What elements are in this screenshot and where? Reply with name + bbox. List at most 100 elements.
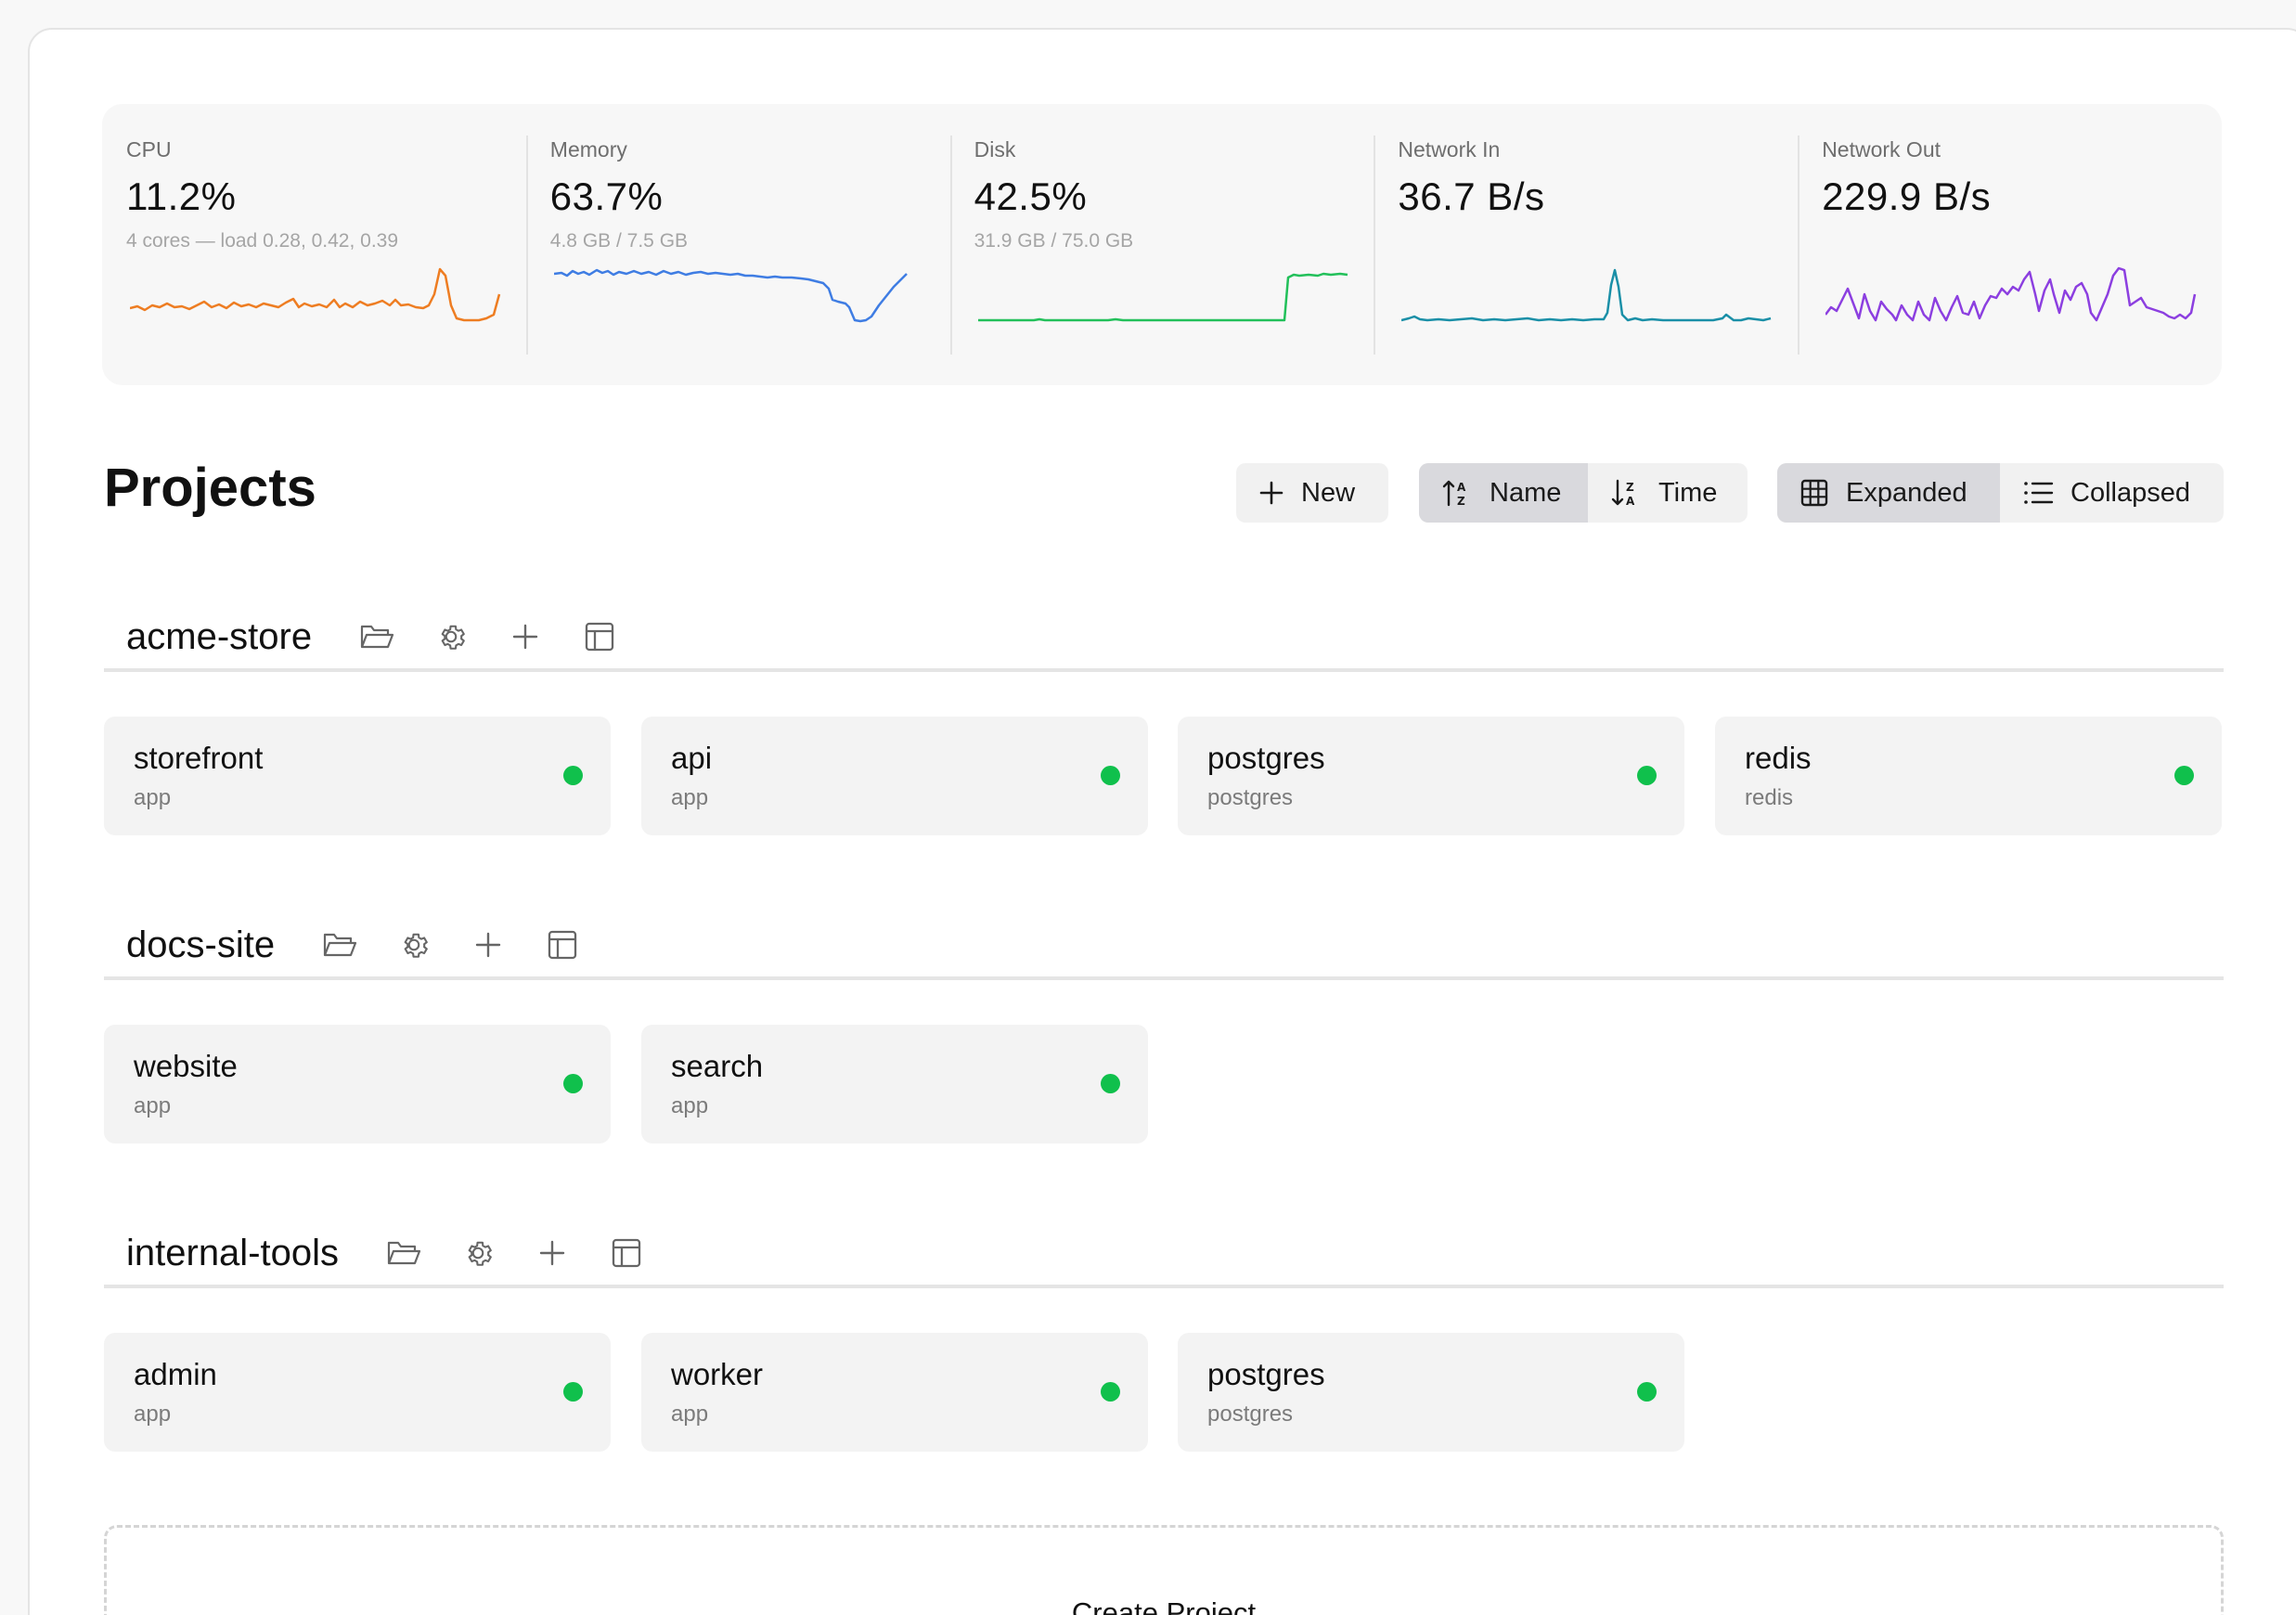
layout-icon[interactable] (525, 923, 600, 967)
service-card[interactable]: postgres postgres (1178, 1333, 1684, 1452)
grid-icon (1799, 478, 1829, 508)
create-project-label: Create Project (1071, 1596, 1257, 1615)
view-expanded-button[interactable]: Expanded (1777, 463, 2000, 523)
svg-text:A: A (1457, 481, 1466, 494)
metric-subtext: 4.8 GB / 7.5 GB (549, 230, 689, 252)
folder-open-icon[interactable] (303, 923, 377, 967)
network-out-sparkline (1825, 266, 2197, 322)
view-collapsed-label: Collapsed (2070, 477, 2190, 508)
project-group-header: docs-site (104, 913, 2224, 980)
sort-descending-za-icon: Z A (1610, 477, 1642, 509)
status-dot (1637, 1382, 1657, 1402)
status-dot (1101, 1074, 1120, 1093)
service-type: app (134, 785, 172, 810)
cpu-sparkline (130, 267, 501, 322)
service-card[interactable]: website app (104, 1025, 611, 1143)
status-dot (1101, 1382, 1120, 1402)
create-project-dropzone[interactable]: Create Project (104, 1525, 2224, 1615)
metric-value: 42.5% (974, 174, 1088, 218)
metric-label: Network In (1398, 137, 1501, 162)
service-card[interactable]: worker app (641, 1333, 1148, 1452)
service-type: app (134, 1093, 172, 1118)
service-type: postgres (1207, 785, 1294, 810)
metric-memory: Memory 63.7% 4.8 GB / 7.5 GB (525, 104, 950, 385)
metric-value: 11.2% (126, 174, 237, 218)
svg-text:A: A (1626, 495, 1635, 508)
service-card[interactable]: postgres postgres (1178, 717, 1684, 835)
service-name: storefront (134, 741, 264, 775)
service-name: admin (134, 1357, 217, 1391)
service-type: redis (1745, 785, 1794, 810)
status-dot (2174, 766, 2194, 785)
layout-icon[interactable] (562, 614, 637, 659)
system-metrics: CPU 11.2% 4 cores — load 0.28, 0.42, 0.3… (102, 104, 2222, 385)
service-name: api (671, 741, 713, 775)
service-type: app (671, 785, 709, 810)
sort-by-name-button[interactable]: A Z Name (1419, 463, 1588, 523)
metric-subtext (1822, 231, 2222, 251)
list-icon (2022, 478, 2054, 508)
metric-value: 36.7 B/s (1398, 174, 1545, 218)
service-type: app (134, 1402, 172, 1427)
status-dot (563, 1382, 583, 1402)
service-name: postgres (1207, 1357, 1325, 1391)
metric-label: CPU (126, 137, 172, 162)
status-dot (563, 766, 583, 785)
view-expanded-label: Expanded (1846, 477, 1967, 508)
sort-time-label: Time (1658, 477, 1718, 508)
folder-open-icon[interactable] (340, 614, 414, 659)
service-card[interactable]: api app (641, 717, 1148, 835)
gear-icon[interactable] (377, 923, 451, 967)
status-dot (1101, 766, 1120, 785)
metric-network-in: Network In 36.7 B/s (1374, 104, 1798, 385)
metric-label: Disk (974, 137, 1016, 162)
view-collapsed-button[interactable]: Collapsed (2000, 463, 2224, 523)
service-name: worker (671, 1357, 764, 1391)
new-button-label: New (1301, 477, 1356, 508)
metric-subtext: 4 cores — load 0.28, 0.42, 0.39 (126, 230, 399, 252)
sort-ascending-az-icon: A Z (1441, 477, 1473, 509)
service-name: search (671, 1049, 764, 1083)
status-dot (1637, 766, 1657, 785)
plus-icon[interactable] (451, 923, 525, 967)
service-name: website (134, 1049, 238, 1083)
metric-subtext: 31.9 GB / 75.0 GB (974, 230, 1134, 252)
view-toggle: Expanded Collapsed (1777, 463, 2224, 523)
gear-icon[interactable] (441, 1231, 515, 1275)
new-project-button[interactable]: New (1236, 463, 1388, 523)
svg-text:Z: Z (1457, 495, 1465, 508)
service-card[interactable]: redis redis (1715, 717, 2222, 835)
gear-icon[interactable] (414, 614, 488, 659)
service-name: redis (1745, 741, 1812, 775)
metric-value: 63.7% (549, 174, 664, 218)
plus-icon[interactable] (515, 1231, 589, 1275)
service-card[interactable]: search app (641, 1025, 1148, 1143)
plus-icon (1258, 480, 1284, 506)
status-dot (563, 1074, 583, 1093)
network-in-sparkline (1401, 268, 1772, 322)
service-type: app (671, 1093, 709, 1118)
page-title: Projects (104, 458, 316, 518)
sort-name-label: Name (1490, 477, 1562, 508)
metric-subtext (1398, 231, 1798, 251)
sort-toggle: A Z Name Z A Time (1419, 463, 1748, 523)
memory-sparkline (553, 268, 908, 323)
service-type: app (671, 1402, 709, 1427)
metric-network-out: Network Out 229.9 B/s (1798, 104, 2222, 385)
project-group-header: internal-tools (104, 1221, 2224, 1288)
plus-icon[interactable] (488, 614, 562, 659)
metric-cpu: CPU 11.2% 4 cores — load 0.28, 0.42, 0.3… (102, 104, 526, 385)
svg-text:Z: Z (1626, 481, 1634, 494)
service-type: postgres (1207, 1402, 1294, 1427)
sort-by-time-button[interactable]: Z A Time (1588, 463, 1748, 523)
project-group-header: acme-store (104, 605, 2224, 672)
metric-disk: Disk 42.5% 31.9 GB / 75.0 GB (949, 104, 1374, 385)
metric-label: Memory (549, 137, 627, 162)
service-card[interactable]: admin app (104, 1333, 611, 1452)
disk-sparkline (977, 272, 1348, 322)
folder-open-icon[interactable] (367, 1231, 441, 1275)
project-group-name: acme-store (126, 616, 313, 657)
service-card[interactable]: storefront app (104, 717, 611, 835)
layout-icon[interactable] (589, 1231, 664, 1275)
service-name: postgres (1207, 741, 1325, 775)
